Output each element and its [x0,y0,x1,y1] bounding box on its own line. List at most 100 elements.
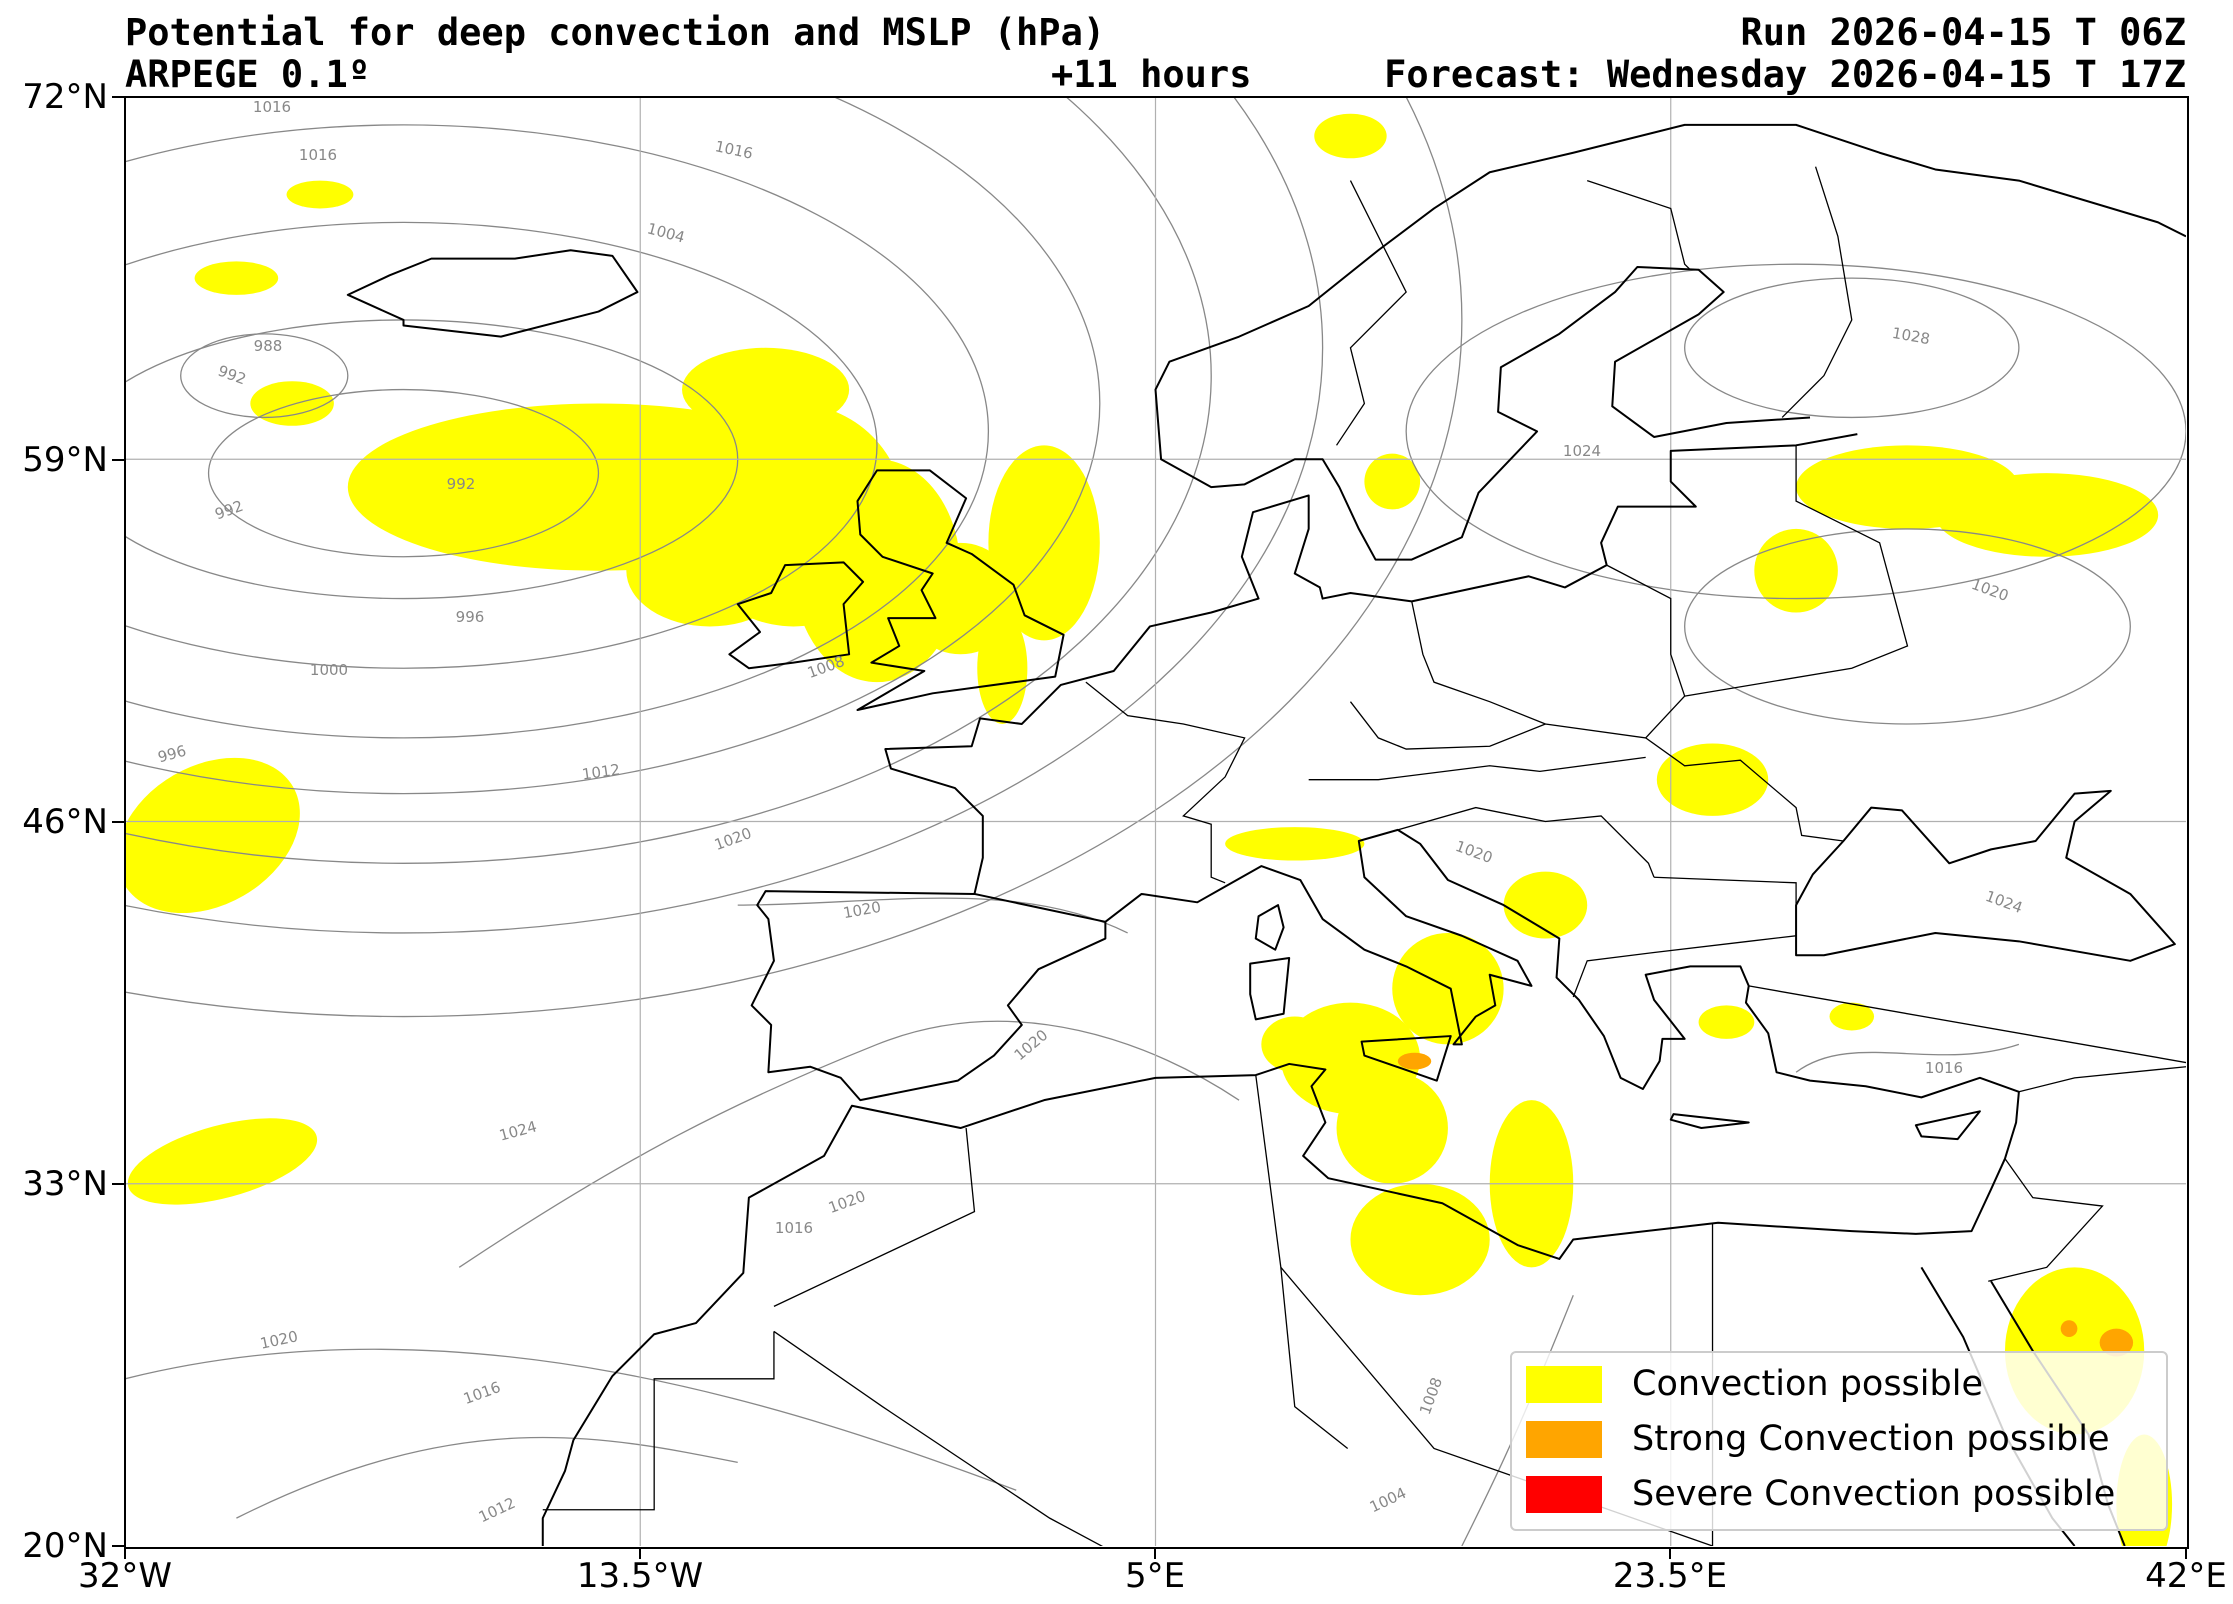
isobar [209,390,599,557]
convection-area [1314,113,1387,159]
convection-area [1698,1005,1755,1039]
isobar-label: 988 [253,337,283,355]
y-tick [112,821,124,823]
convection-area [1503,871,1588,939]
y-tick [112,459,124,461]
legend-item-strong: Strong Convection possible [1526,1419,2110,1459]
grid-lines [125,97,2186,1546]
border [1256,1075,1348,1448]
isobar [236,1437,737,1518]
border [543,1331,774,1509]
border [1749,986,2186,1072]
isobar [1685,278,2019,417]
isobar [125,97,1323,933]
isobar-label: 1016 [298,146,338,164]
isobar [1796,1044,2019,1072]
convection-area [250,381,334,426]
coast-corsica [1256,905,1284,950]
convection-area [375,417,655,529]
isobar [738,898,1128,933]
chart-title: Potential for deep convection and MSLP (… [125,11,1106,54]
lead-time: +11 hours [1051,53,1252,96]
strong-convection-area [2060,1320,2078,1338]
legend-swatch [1526,1475,1602,1513]
legend-swatch [1526,1365,1602,1403]
y-tick [112,1545,124,1547]
lon-label: 32°W [78,1556,172,1596]
convection-area [1754,528,1838,613]
convection-area [1225,827,1365,861]
lat-label: 33°N [22,1164,108,1204]
coast-crete [1671,1114,1749,1128]
border [1337,181,1407,446]
border [1412,565,1685,738]
convection-area [194,261,279,295]
isobar-label: 992 [446,475,476,493]
convection-area [1392,932,1504,1045]
border [1685,445,1908,696]
isobar [125,97,1211,863]
convection-area [977,612,1028,724]
convection-area [1656,743,1769,816]
legend-label: Severe Convection possible [1632,1474,2116,1514]
isobar [181,334,348,418]
x-tick [124,1547,126,1559]
convection-area [127,1118,318,1205]
border [774,1331,1128,1546]
lon-label: 23.5°E [1612,1556,1728,1596]
convection-area [1935,473,2159,557]
convection-area [1350,1183,1490,1296]
lat-label: 46°N [22,802,108,842]
convection-area [125,757,300,914]
coast-mediterranean-north [543,830,2019,1546]
border [1350,702,1545,749]
lat-label: 59°N [22,440,108,480]
border [1782,167,1852,418]
convection-area [1336,1072,1448,1184]
coastlines [348,125,2186,1546]
border [1398,808,1654,878]
coast-sicily [1362,1036,1451,1081]
legend-item-convection: Convection possible [1526,1364,1983,1404]
legend: Convection possible Strong Convection po… [1510,1351,2168,1531]
border [1646,738,1844,841]
legend-label: Convection possible [1632,1364,1983,1404]
border [1988,1159,2102,1282]
coast-iberia [752,891,1106,1100]
coast-scandinavia [1156,125,2187,560]
coast-sardinia [1250,958,1289,1019]
y-tick [112,96,124,98]
isobar [1406,264,2186,598]
lat-label: 20°N [22,1526,108,1566]
border [774,1128,975,1306]
x-tick [1669,1547,1671,1559]
y-tick [112,1183,124,1185]
convection-area [1364,453,1421,510]
isobar [459,1021,1239,1267]
isobar-label: 996 [455,608,485,626]
isobar-label: 1016 [774,1219,814,1237]
forecast-time: Forecast: Wednesday 2026-04-15 T 17Z [1384,53,2186,96]
legend-swatch [1526,1420,1602,1458]
isobar [125,222,877,668]
strong-convection-area [1397,1052,1432,1070]
convection-area [286,180,354,209]
borders [543,167,2186,1546]
isobar-label: 1000 [309,661,349,679]
isobar-label: 1016 [252,98,292,116]
map-canvas [125,97,2186,1546]
coast-cyprus [1916,1111,1980,1139]
strong-convection-areas [1397,1052,2134,1357]
convection-area [1829,1002,1875,1031]
isobar [125,97,1100,794]
run-time: Run 2026-04-15 T 06Z [1740,11,2186,54]
lon-label: 13.5°W [576,1556,704,1596]
legend-item-severe: Severe Convection possible [1526,1474,2115,1514]
coast-europe-atlantic-baltic [885,434,1857,894]
coast-great-britain [857,470,1063,710]
map-area [125,97,2186,1546]
border [1573,877,1796,997]
isobar-label: 1024 [1562,442,1602,460]
lon-label: 5°E [1124,1556,1186,1596]
convection-area [682,347,850,432]
